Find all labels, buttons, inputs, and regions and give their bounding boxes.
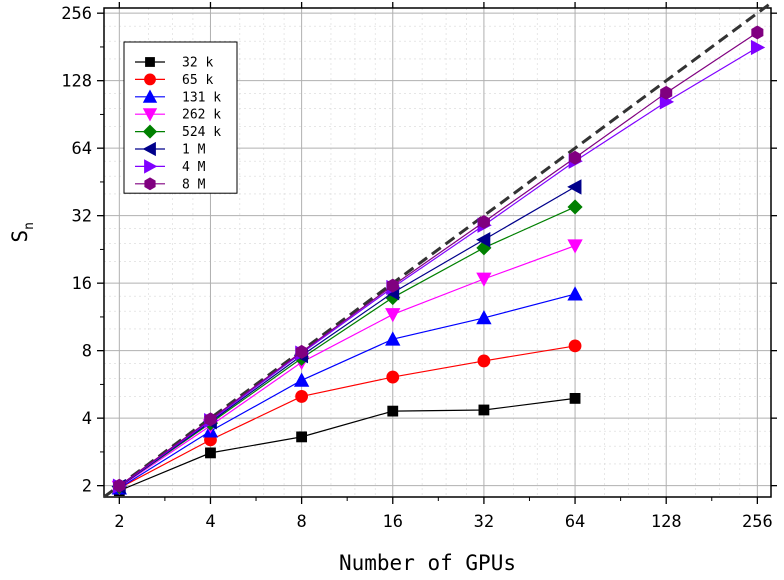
data-point-marker (142, 124, 158, 139)
data-point-marker (568, 339, 582, 353)
data-point-marker (478, 404, 490, 416)
x-tick-label: 4 (205, 512, 215, 532)
series-65-k (112, 339, 582, 495)
legend-label: 262 k (182, 108, 221, 123)
data-point-marker (476, 232, 491, 248)
legend-entry: 65 k (135, 73, 213, 88)
y-tick-label: 4 (82, 409, 92, 429)
data-point-marker (569, 150, 582, 165)
legend-label: 8 M (182, 177, 206, 192)
data-point-marker (145, 57, 155, 67)
data-point-marker (477, 354, 491, 368)
data-point-marker (750, 39, 766, 56)
data-point-marker (385, 331, 401, 346)
x-tick-label: 16 (383, 512, 403, 532)
y-axis-title: Sn (8, 222, 37, 242)
legend-label: 131 k (182, 90, 221, 105)
axis-ticks: 2 4 8 16 32 64 128 256 2 4 8 16 32 64 128 256 (61, 2, 777, 532)
series-131-k (111, 286, 583, 495)
series-524-k (111, 199, 583, 495)
data-point-marker (477, 214, 490, 229)
series-line (119, 293, 576, 489)
legend-entry: 262 k (135, 108, 221, 123)
legend-entry: 8 M (135, 177, 206, 192)
legend: 32 k 65 k 131 k 262 k 524 k 1 M 4 M 8 M (123, 41, 238, 194)
data-point-marker (204, 412, 217, 427)
legend-entry: 4 M (135, 159, 206, 175)
series-line (119, 397, 576, 492)
y-tick-label: 16 (72, 274, 92, 294)
series-line (119, 345, 576, 489)
data-point-marker (144, 177, 156, 191)
data-point-marker (386, 278, 399, 293)
x-tick-label: 64 (565, 512, 585, 532)
y-tick-label: 64 (72, 139, 92, 159)
data-point-marker (751, 25, 764, 40)
y-tick-label: 32 (72, 207, 92, 227)
series-32-k (113, 392, 581, 497)
legend-label: 4 M (182, 160, 206, 175)
x-tick-label: 256 (742, 512, 773, 532)
data-point-marker (385, 308, 401, 323)
data-point-marker (142, 108, 158, 122)
data-point-marker (144, 73, 156, 86)
x-tick-label: 32 (474, 512, 494, 532)
series-line (118, 186, 576, 488)
x-axis-title: Number of GPUs (339, 551, 516, 575)
data-point-marker (113, 478, 126, 493)
data-point-marker (476, 310, 492, 325)
legend-label: 32 k (182, 56, 213, 71)
legend-entry: 32 k (135, 56, 213, 71)
data-point-marker (205, 447, 216, 459)
series-line (118, 245, 576, 488)
data-point-marker (293, 372, 310, 387)
y-tick-label: 2 (82, 477, 92, 497)
ideal-scaling-dashed-line (103, 1, 772, 499)
data-point-marker (569, 392, 581, 404)
y-tick-label: 128 (61, 72, 92, 92)
series-group (111, 25, 766, 497)
legend-entry: 131 k (135, 89, 221, 105)
y-axis-title-subscript: n (22, 222, 37, 230)
data-point-marker (142, 141, 156, 157)
data-point-marker (567, 286, 583, 301)
data-point-marker (387, 405, 399, 417)
series-line (118, 46, 758, 487)
data-point-marker (144, 159, 158, 174)
data-point-marker (567, 239, 583, 254)
y-axis-title-main: S (8, 230, 32, 243)
data-point-marker (295, 390, 309, 403)
series-8-m (113, 25, 764, 493)
plot-area-frame (103, 7, 772, 498)
series-1-m (111, 179, 582, 495)
series-line (118, 31, 758, 487)
data-point-marker (567, 179, 582, 195)
legend-box (123, 41, 238, 194)
data-point-marker (142, 89, 158, 103)
data-point-marker (296, 431, 308, 443)
y-tick-label: 8 (82, 342, 92, 362)
x-tick-label: 8 (296, 512, 306, 532)
legend-label: 65 k (182, 73, 213, 88)
y-tick-label: 256 (61, 4, 92, 24)
legend-entry: 1 M (135, 141, 206, 158)
x-tick-label: 2 (114, 512, 124, 532)
data-point-marker (567, 199, 583, 215)
legend-label: 524 k (182, 125, 221, 140)
legend-label: 1 M (182, 143, 206, 158)
data-point-marker (386, 370, 400, 384)
legend-entry: 524 k (135, 124, 221, 140)
series-line (118, 206, 576, 488)
data-point-marker (476, 272, 492, 287)
data-point-marker (660, 85, 673, 100)
series-262-k (111, 239, 583, 495)
x-tick-label: 128 (651, 512, 682, 532)
data-point-marker (295, 344, 308, 359)
ideal-scaling-line (103, 1, 772, 499)
